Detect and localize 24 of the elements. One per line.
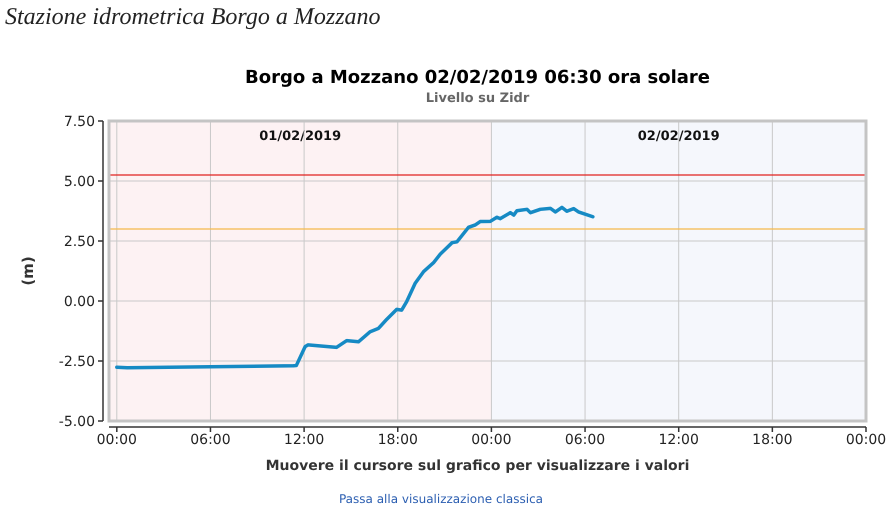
y-tick-label: 2.50 — [64, 234, 95, 250]
y-tick-label: 7.50 — [64, 114, 95, 130]
text: Passa alla visualizzazione classica — [338, 492, 544, 506]
x-tick-label: 00:00 — [96, 432, 137, 448]
chart-title: Borgo a Mozzano 02/02/2019 06:30 ora solare — [244, 67, 710, 88]
x-axis-title: Muovere il cursore sul grafico per visualizzare i valori — [266, 458, 690, 474]
y-tick-label: 5.00 — [64, 174, 95, 190]
x-tick-label: 06:00 — [564, 432, 606, 448]
line-series — [115, 206, 595, 370]
x-tick-label: 18:00 — [378, 432, 418, 448]
x-tick-label: 12:00 — [658, 432, 699, 448]
y-tick-label: -5.00 — [58, 414, 95, 430]
band-label: 02/02/2019 — [638, 129, 720, 144]
x-tick-label: 00:00 — [471, 432, 512, 448]
x-tick-label: 18:00 — [752, 432, 793, 448]
chart-subtitle: Livello su Zidr — [426, 91, 530, 106]
y-axis-title: (m) — [19, 256, 37, 286]
x-tick-label: 12:00 — [284, 432, 324, 448]
band-label: 01/02/2019 — [259, 129, 342, 144]
x-tick-label: 00:00 — [846, 432, 886, 448]
x-tick-label: 06:00 — [190, 432, 231, 448]
text: Stazione idrometrica Borgo a Mozzano — [5, 4, 381, 30]
y-tick-label: -2.50 — [58, 354, 95, 370]
y-tick-label: 0.00 — [64, 294, 95, 310]
